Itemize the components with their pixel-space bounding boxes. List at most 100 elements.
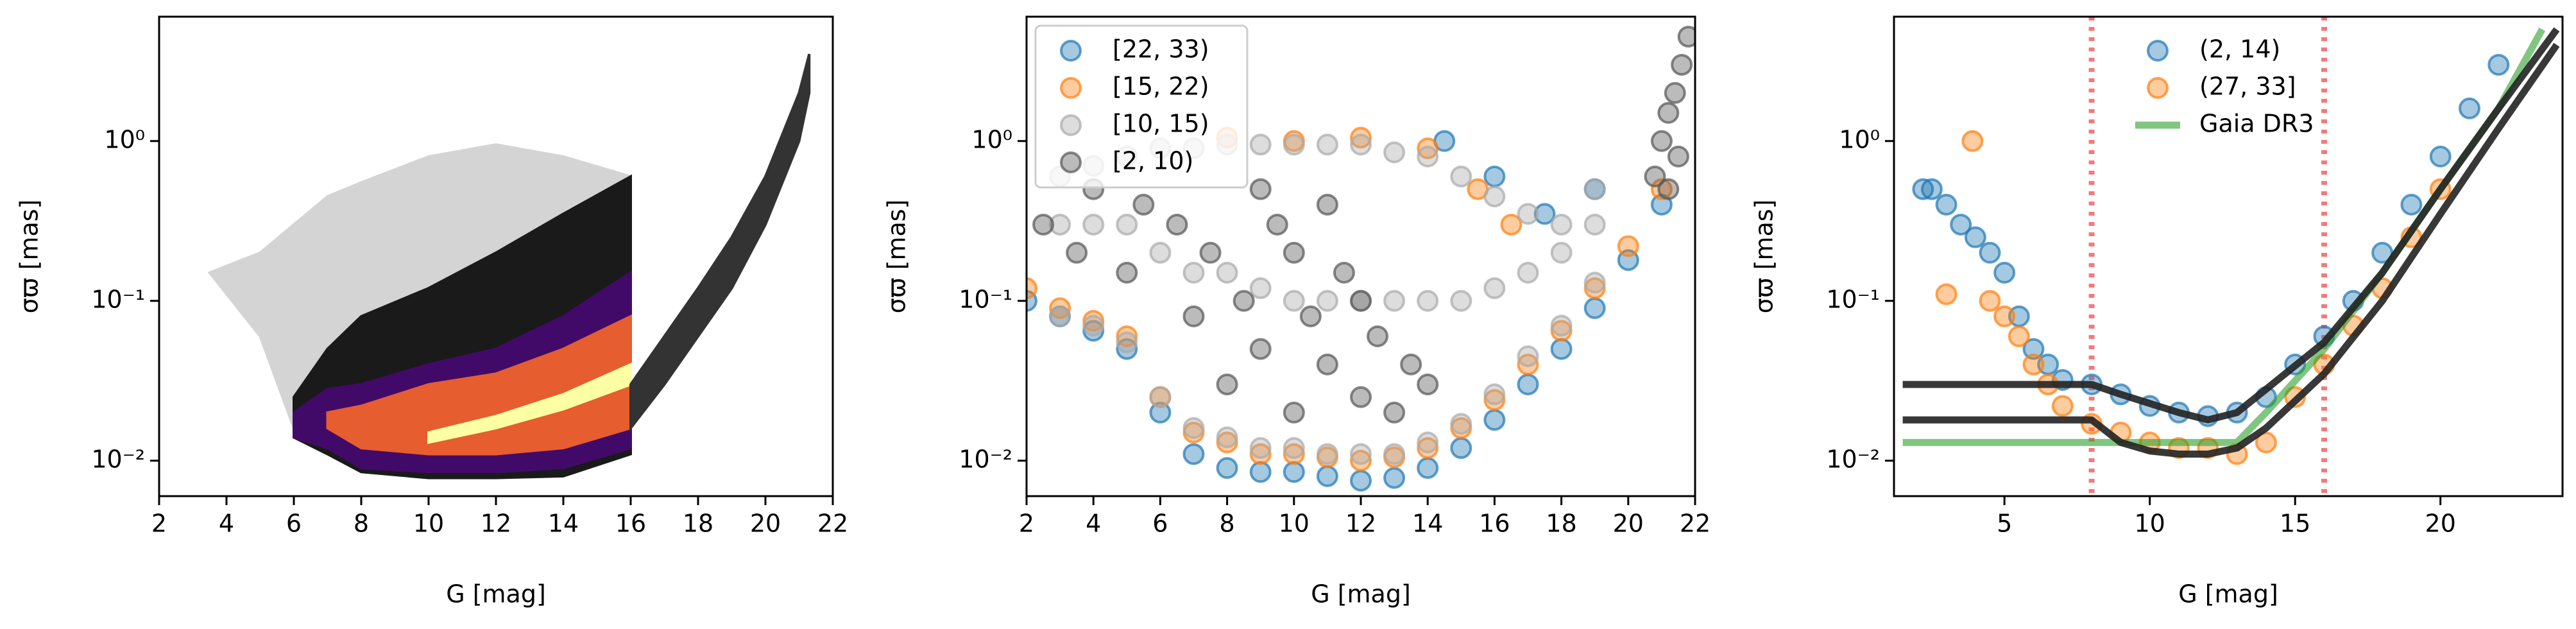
y-tick-label: 10⁻² (1826, 445, 1880, 473)
marker (1116, 261, 1138, 284)
x-tick-label: 22 (1680, 510, 1710, 538)
marker (1950, 213, 1972, 236)
x-tick-label: 14 (548, 510, 579, 538)
marker (1450, 289, 1472, 312)
marker (1283, 461, 1305, 483)
marker (1961, 130, 1984, 152)
marker (1583, 271, 1606, 294)
marker (1049, 213, 1071, 236)
marker (1249, 134, 1272, 156)
x-axis-label: G [mag] (1311, 580, 1411, 608)
x-axis-label: G [mag] (2178, 580, 2278, 608)
marker (1667, 145, 1689, 168)
legend-label: (2, 14) (2199, 35, 2280, 64)
legend-swatch (1060, 77, 1082, 99)
marker (1283, 401, 1305, 424)
y-tick-label: 10⁻¹ (1826, 285, 1880, 313)
y-axis-label: σϖ [mas] (1750, 200, 1778, 314)
panel: 2 4 6 8 10 12 14 16 18 20 22 10⁻² 10⁻¹ 10⁰ G [mag] σϖ [… (883, 15, 1710, 608)
marker (1149, 386, 1172, 408)
x-tick-label: 10 (1279, 510, 1309, 538)
marker (1483, 277, 1506, 300)
marker (1216, 457, 1238, 479)
marker (1550, 338, 1573, 360)
marker (1417, 373, 1439, 395)
marker (1249, 437, 1272, 460)
marker (1116, 213, 1138, 236)
marker (1993, 261, 2016, 284)
marker (1316, 134, 1338, 156)
marker (2022, 353, 2045, 375)
legend-frame (1034, 24, 1249, 189)
marker (2487, 53, 2510, 76)
legend-label: [10, 15) (1113, 110, 1209, 138)
marker (1350, 289, 1372, 312)
marker (1417, 289, 1439, 312)
marker (1367, 325, 1389, 347)
marker (1517, 345, 1539, 368)
legend-label: [2, 10) (1113, 147, 1193, 175)
density-band (629, 53, 811, 432)
marker (1550, 314, 1573, 337)
marker (1249, 338, 1272, 360)
plot-area (207, 53, 811, 479)
marker (1316, 193, 1338, 216)
marker (2255, 431, 2277, 454)
marker (1350, 469, 1372, 492)
marker (1350, 449, 1372, 472)
marker (1249, 461, 1272, 483)
y-tick-label: 10⁰ (971, 125, 1012, 153)
y-tick-label: 10⁻¹ (91, 285, 145, 313)
marker (1583, 178, 1606, 200)
marker (1233, 289, 1255, 312)
marker (1500, 213, 1523, 236)
panel: 2 4 6 8 10 12 14 16 18 20 22 10⁻² 10⁻¹ 10⁰ G [mag] σϖ [… (15, 15, 848, 608)
y-tick-label: 10⁻² (959, 445, 1012, 473)
marker (1283, 289, 1305, 312)
legend-label: [15, 22) (1113, 73, 1209, 101)
marker (1517, 353, 1539, 375)
marker (1316, 289, 1338, 312)
x-tick-label: 2 (151, 510, 167, 538)
marker (1979, 241, 2001, 264)
x-tick-label: 12 (1345, 510, 1376, 538)
x-tick-label: 6 (1152, 510, 1168, 538)
marker (1249, 178, 1272, 200)
marker (1450, 166, 1472, 187)
marker (1664, 82, 1686, 104)
x-tick-label: 10 (2134, 510, 2165, 538)
marker (2429, 145, 2452, 168)
marker (1216, 426, 1238, 449)
marker (1383, 401, 1406, 424)
marker (1316, 443, 1338, 465)
marker (1483, 383, 1506, 406)
marker (1650, 178, 1673, 200)
x-tick-label: 16 (615, 510, 646, 538)
marker (1417, 145, 1439, 168)
line (1902, 27, 2560, 424)
plot-area (1902, 17, 2560, 496)
marker (1299, 305, 1322, 327)
marker (1027, 277, 1037, 300)
marker (1550, 320, 1573, 342)
marker (1383, 141, 1406, 164)
line (1902, 42, 2560, 458)
marker (1116, 331, 1138, 354)
x-axis-label: G [mag] (446, 580, 546, 608)
marker (1149, 241, 1172, 264)
marker (1400, 353, 1422, 375)
marker (1350, 126, 1372, 149)
legend-label: Gaia DR3 (2199, 110, 2314, 138)
marker (1383, 467, 1406, 489)
x-tick-label: 22 (817, 510, 848, 538)
marker (1935, 193, 1958, 216)
legend-swatch (1060, 40, 1082, 62)
legend-swatch (2147, 77, 2169, 99)
y-axis-label: σϖ [mas] (883, 200, 911, 314)
legend-label: [22, 33) (1113, 35, 1209, 64)
marker (2400, 193, 2423, 216)
legend-swatch (2147, 40, 2169, 62)
y-tick-label: 10⁰ (104, 125, 145, 153)
marker (1032, 213, 1055, 236)
